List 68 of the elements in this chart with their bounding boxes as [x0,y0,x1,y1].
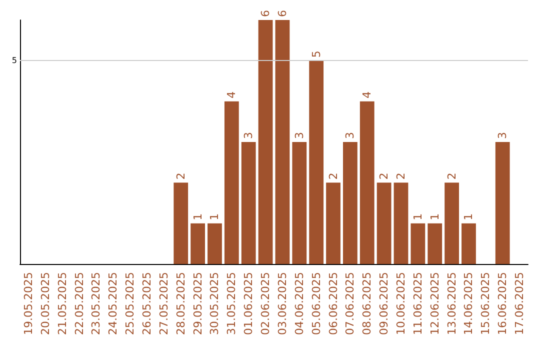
x-tick-label: 26.05.2025 [140,272,154,336]
bar [444,182,459,264]
bar [410,223,426,264]
bar [292,142,307,264]
x-tick-label: 24.05.2025 [106,272,120,336]
data-label: 3 [242,132,256,140]
data-label: 5 [310,50,323,58]
data-label: 6 [259,10,272,17]
x-tick-label: 17.06.2025 [513,272,526,336]
data-label: 2 [445,172,458,180]
data-label: 2 [378,172,391,180]
bar [495,142,510,264]
x-tick-label: 05.06.2025 [310,272,323,336]
x-tick-label: 23.05.2025 [90,272,103,336]
x-tick-label: 28.05.2025 [174,272,188,336]
data-label: 2 [174,172,188,180]
data-label: 6 [276,10,289,17]
bar [190,223,205,264]
x-tick-label: 30.05.2025 [208,272,222,336]
data-label: 4 [225,91,238,98]
data-label: 3 [344,132,357,140]
x-tick-label: 27.05.2025 [157,272,170,336]
bar [394,182,408,264]
x-tick-label: 13.06.2025 [445,272,458,336]
data-label: 4 [360,91,374,98]
x-tick-label: 12.06.2025 [428,272,442,336]
bar [462,223,476,264]
x-tick-label: 14.06.2025 [462,272,476,336]
bar [326,182,340,264]
data-label: 2 [326,172,340,180]
bar [258,20,273,264]
bar [275,20,290,264]
x-tick-label: 03.06.2025 [276,272,289,336]
bar [224,101,239,264]
data-label: 1 [208,213,222,220]
x-tick-label: 16.06.2025 [496,272,510,336]
x-tick-label: 11.06.2025 [411,272,424,336]
x-tick-label: 09.06.2025 [378,272,391,336]
data-label: 3 [292,132,306,140]
x-tick-label: 20.05.2025 [38,272,52,336]
bar [428,223,442,264]
x-tick-label: 02.06.2025 [259,272,272,336]
x-tick-label: 04.06.2025 [292,272,306,336]
data-label: 2 [394,172,408,180]
data-label: 1 [191,213,204,220]
x-tick-label: 08.06.2025 [360,272,374,336]
bar [208,223,222,264]
x-tick-label: 31.05.2025 [225,272,238,336]
x-tick-label: 10.06.2025 [394,272,408,336]
bar [309,60,324,264]
data-label: 1 [428,213,442,220]
x-tick-label: 15.06.2025 [479,272,492,336]
x-tick-label: 29.05.2025 [191,272,204,336]
data-label: 1 [411,213,424,220]
x-tick-label: 21.05.2025 [56,272,69,336]
bar [343,142,358,264]
bar [360,101,374,264]
data-label: 1 [462,213,476,220]
x-tick-label: 22.05.2025 [72,272,86,336]
x-tick-label: 06.06.2025 [326,272,340,336]
data-label: 3 [496,132,510,140]
x-tick-label: 01.06.2025 [242,272,256,336]
bar [376,182,392,264]
x-tick-label: 07.06.2025 [344,272,357,336]
bar [174,182,188,264]
x-tick-label: 25.05.2025 [124,272,137,336]
x-tick-label: 19.05.2025 [22,272,35,336]
bar [241,142,256,264]
